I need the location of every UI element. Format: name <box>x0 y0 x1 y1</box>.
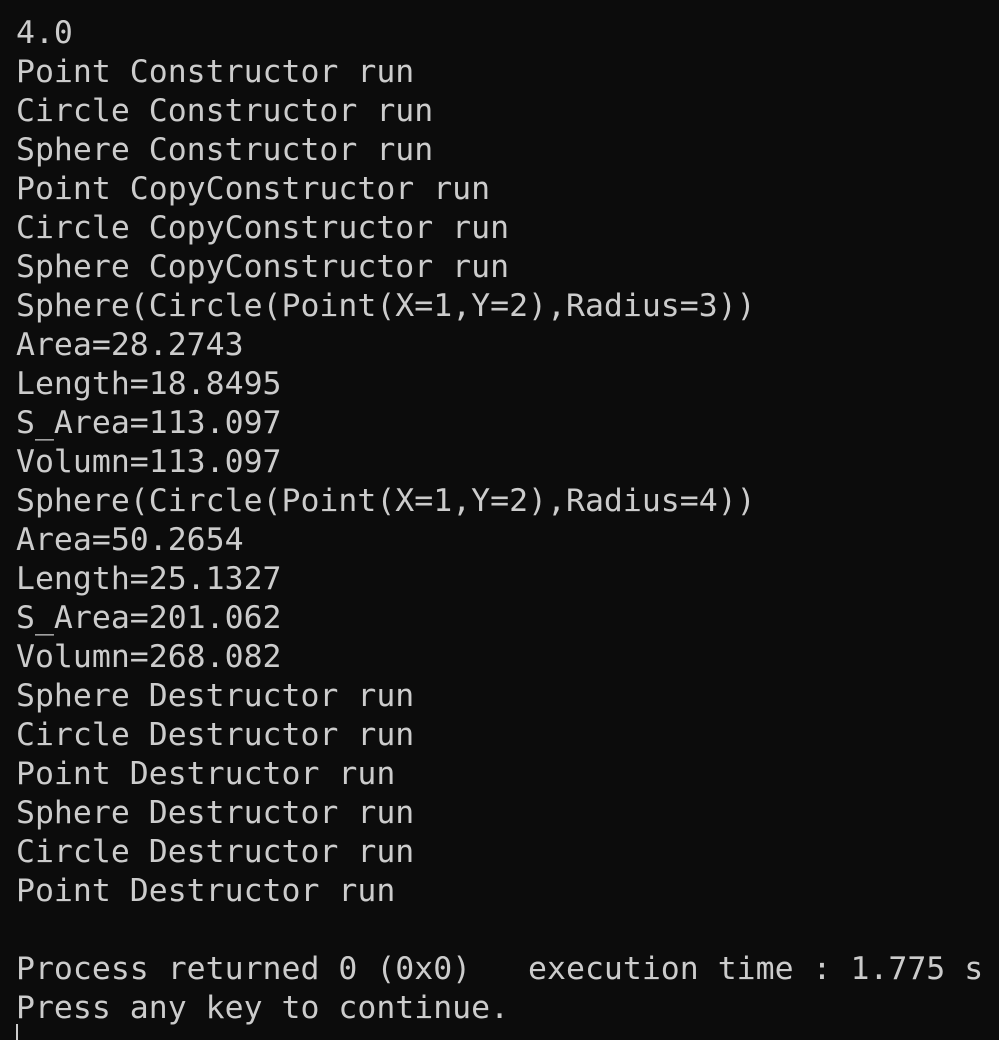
output-line: Sphere Constructor run <box>16 132 434 168</box>
output-line: Point CopyConstructor run <box>16 171 491 207</box>
output-line: Circle Destructor run <box>16 717 415 753</box>
output-line: Sphere CopyConstructor run <box>16 249 510 285</box>
output-line: Circle Constructor run <box>16 93 434 129</box>
blank-line <box>16 911 983 950</box>
output-line: S_Area=201.062 <box>16 600 282 636</box>
output-line: Length=25.1327 <box>16 561 282 597</box>
output-line: Length=18.8495 <box>16 366 282 402</box>
output-line: Point Destructor run <box>16 756 396 792</box>
output-line: Area=28.2743 <box>16 327 244 363</box>
output-line: Volumn=268.082 <box>16 639 282 675</box>
output-line: Point Destructor run <box>16 873 396 909</box>
output-line: Volumn=113.097 <box>16 444 282 480</box>
output-line: Sphere Destructor run <box>16 678 415 714</box>
process-status-line: Process returned 0 (0x0) execution time … <box>16 951 984 987</box>
output-line: S_Area=113.097 <box>16 405 282 441</box>
output-line: Circle Destructor run <box>16 834 415 870</box>
output-line: Circle CopyConstructor run <box>16 210 510 246</box>
text-cursor <box>16 1024 18 1040</box>
output-line: Area=50.2654 <box>16 522 244 558</box>
output-line: Sphere Destructor run <box>16 795 415 831</box>
output-line: Sphere(Circle(Point(X=1,Y=2),Radius=4)) <box>16 483 756 519</box>
continue-prompt: Press any key to continue. <box>16 990 510 1026</box>
output-line: 4.0 <box>16 15 73 51</box>
output-line: Point Constructor run <box>16 54 415 90</box>
output-line: Sphere(Circle(Point(X=1,Y=2),Radius=3)) <box>16 288 756 324</box>
console-output: 4.0 Point Constructor run Circle Constru… <box>16 14 983 1028</box>
